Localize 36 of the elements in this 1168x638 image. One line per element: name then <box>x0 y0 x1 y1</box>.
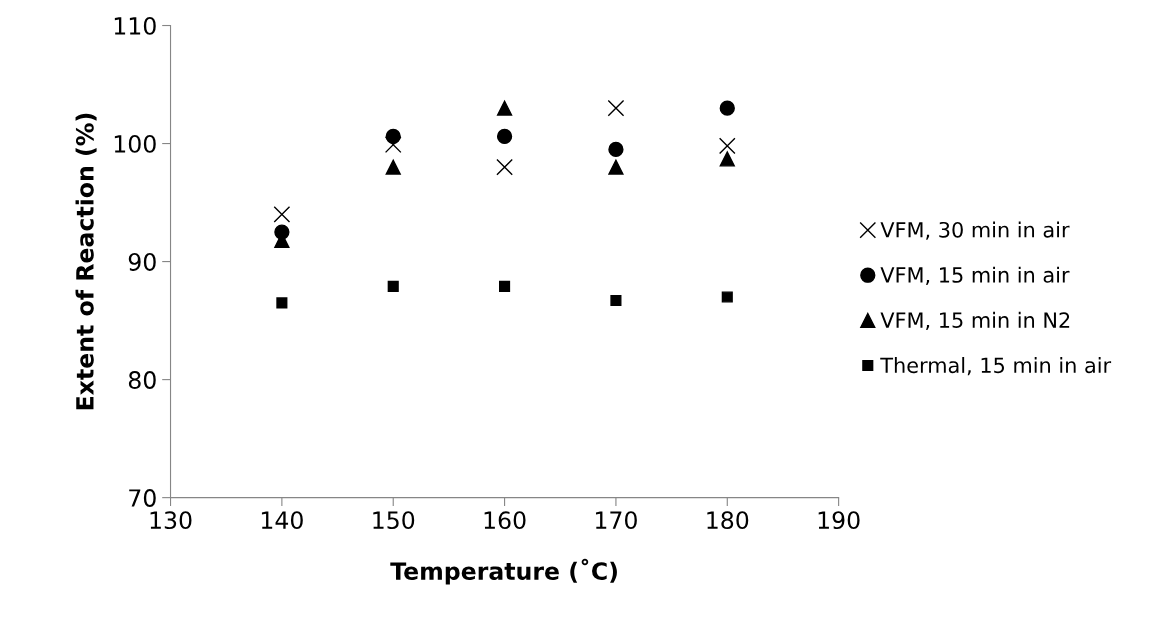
point <box>608 159 624 175</box>
point <box>719 100 735 116</box>
legend-label: VFM, 30 min in air <box>880 221 1070 240</box>
point <box>607 99 625 117</box>
y-tick-label: 80 <box>128 371 156 389</box>
y-tick-label: 90 <box>128 253 156 271</box>
point <box>276 297 288 309</box>
x-tick-label: 130 <box>150 511 192 530</box>
point <box>719 151 735 167</box>
legend-label: VFM, 15 min in air <box>880 266 1070 285</box>
point <box>385 159 401 175</box>
x-tick-label: 190 <box>818 511 860 530</box>
point <box>718 137 736 155</box>
x-tick-label: 180 <box>707 511 749 530</box>
point <box>496 158 513 176</box>
point <box>496 100 513 116</box>
y-tick-label: 110 <box>114 16 156 35</box>
x-axis-title: Temperature (˚C) <box>390 558 617 585</box>
point <box>273 206 291 223</box>
point <box>499 280 511 292</box>
y-tick-label: 70 <box>129 489 156 507</box>
y-axis-title: Extent of Reaction (%) <box>75 113 97 410</box>
legend-label: Thermal, 15 min in air <box>880 357 1112 376</box>
point <box>721 291 733 303</box>
y-tick-label: 100 <box>114 135 156 153</box>
point <box>608 141 624 158</box>
point <box>496 128 513 145</box>
point <box>384 136 402 154</box>
point <box>610 294 622 307</box>
x-tick-label: 170 <box>595 511 637 530</box>
point <box>385 128 401 145</box>
point <box>387 280 399 292</box>
x-tick-label: 160 <box>484 511 526 530</box>
x-tick-label: 140 <box>261 511 303 530</box>
x-tick-label: 150 <box>373 511 415 530</box>
legend-label: VFM, 15 min in N2 <box>880 311 1070 331</box>
